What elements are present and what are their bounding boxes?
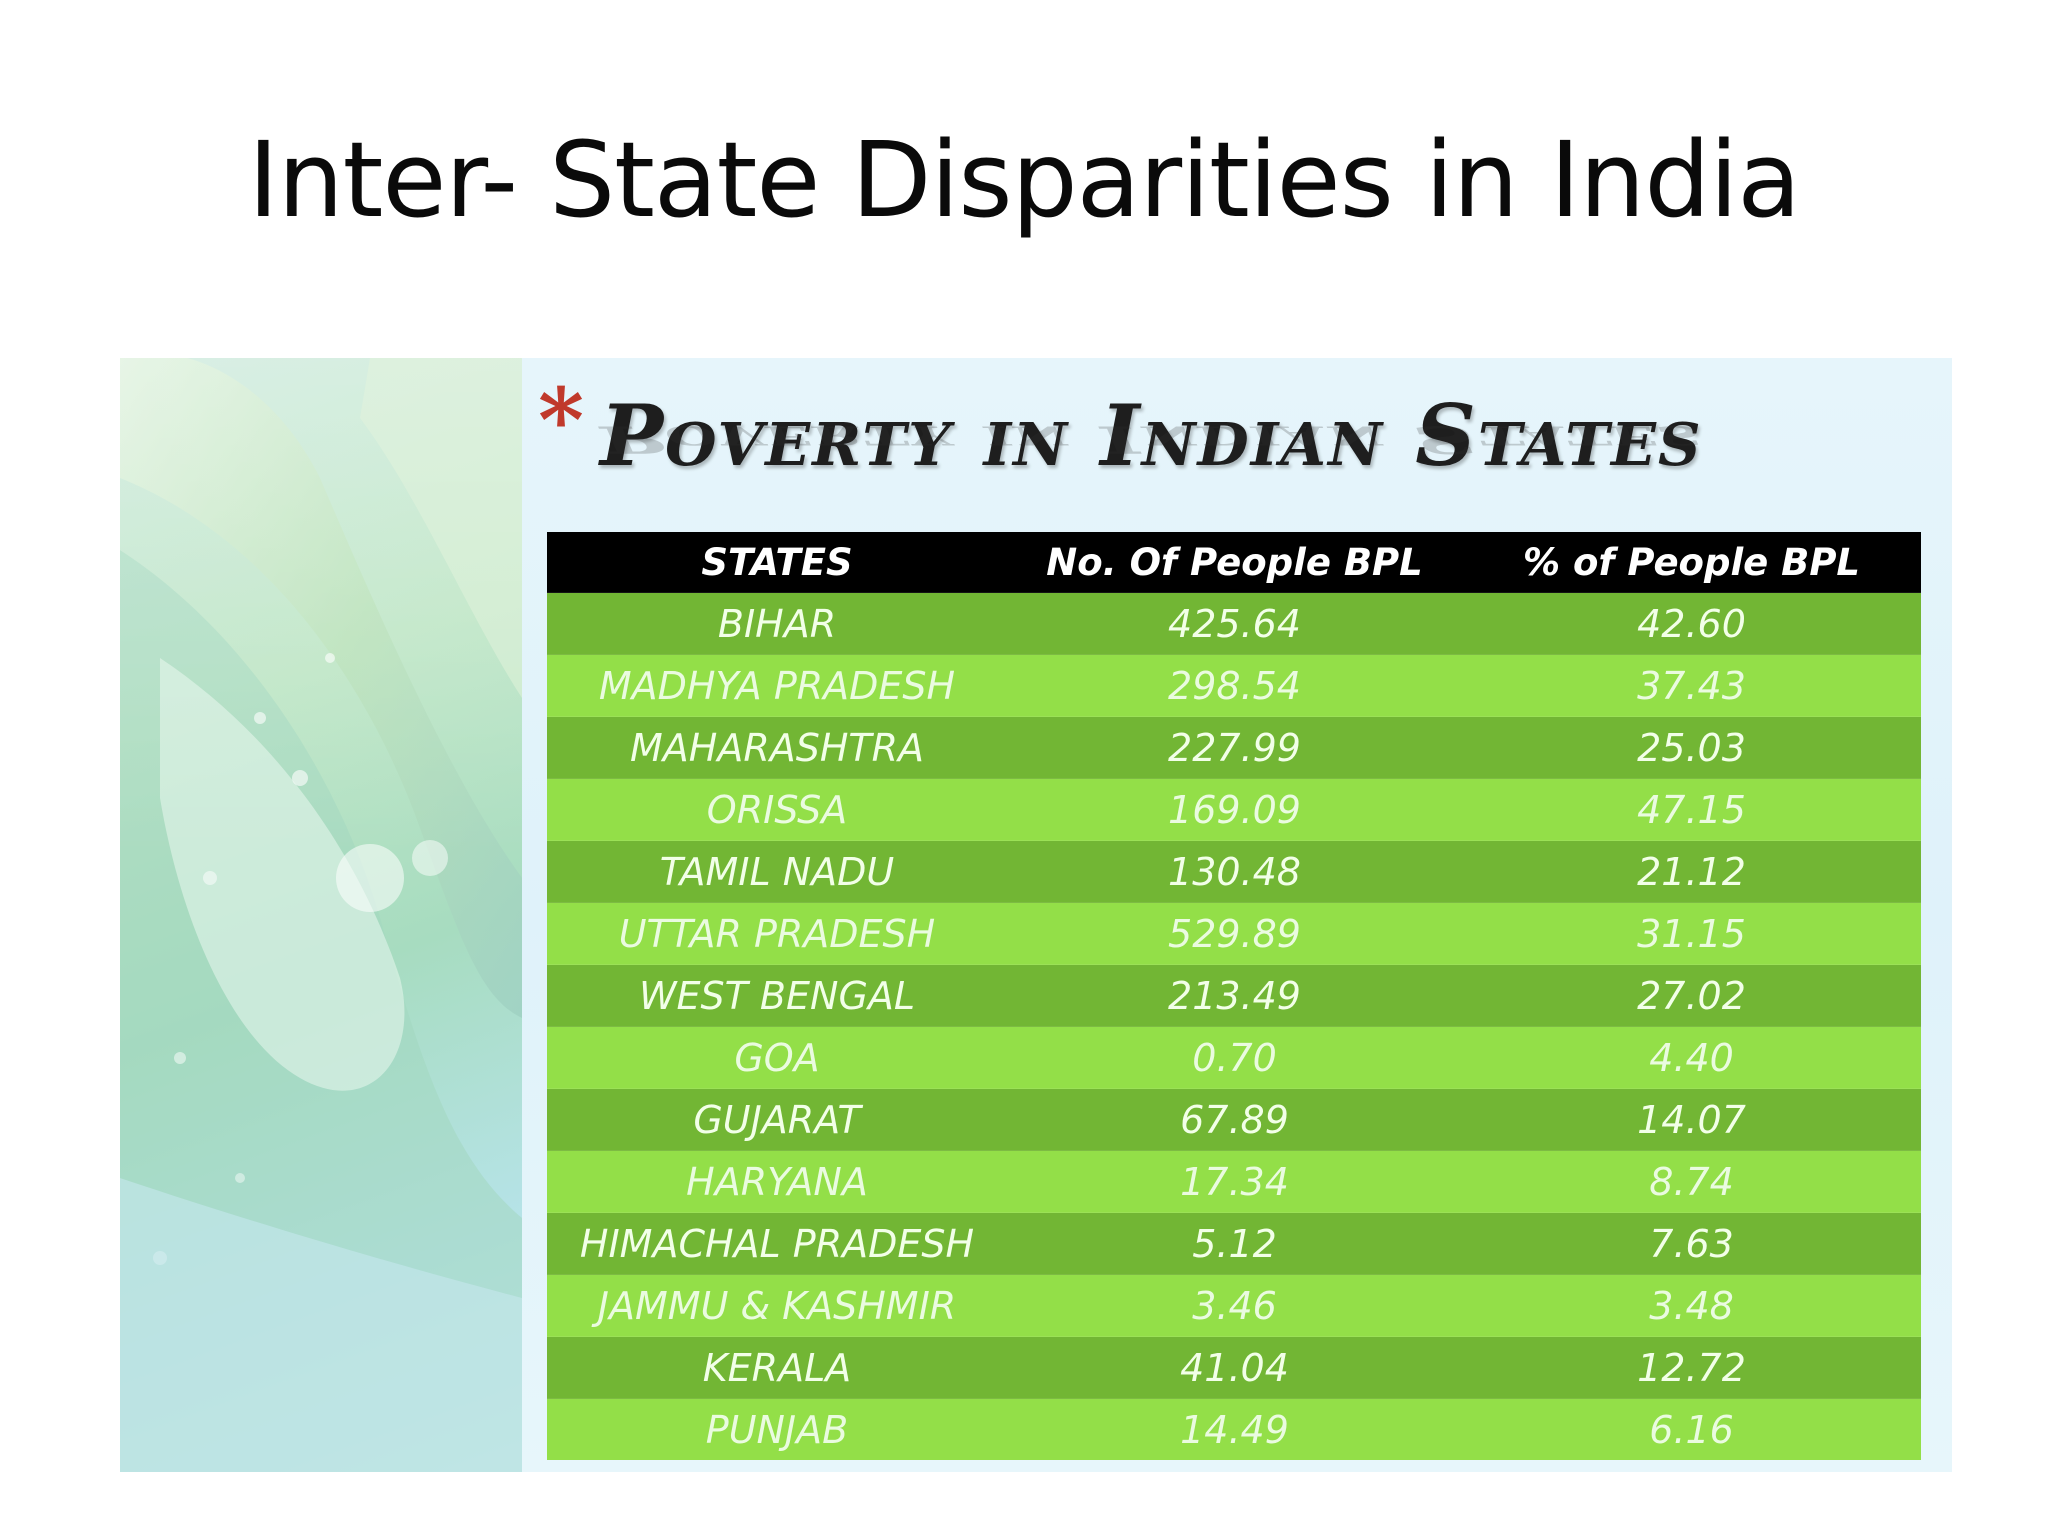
people-bpl-cell: 5.12	[1007, 1212, 1462, 1275]
percent-bpl-cell: 6.16	[1462, 1398, 1921, 1460]
state-cell: GOA	[547, 1026, 1007, 1089]
table-row: MAHARASHTRA 227.99 25.03	[547, 716, 1921, 779]
state-cell: JAMMU & KASHMIR	[547, 1274, 1007, 1337]
table-row: WEST BENGAL 213.49 27.02	[547, 964, 1921, 1027]
people-bpl-cell: 298.54	[1007, 654, 1462, 717]
people-bpl-cell: 529.89	[1007, 902, 1462, 965]
state-cell: ORISSA	[547, 778, 1007, 841]
table-row: UTTAR PRADESH 529.89 31.15	[547, 902, 1921, 965]
state-cell: BIHAR	[547, 592, 1007, 655]
people-bpl-cell: 0.70	[1007, 1026, 1462, 1089]
header-percent-bpl: % of People BPL	[1462, 532, 1921, 593]
percent-bpl-cell: 7.63	[1462, 1212, 1921, 1275]
table-row: JAMMU & KASHMIR 3.46 3.48	[547, 1274, 1921, 1337]
header-states: STATES	[547, 532, 1007, 593]
state-cell: UTTAR PRADESH	[547, 902, 1007, 965]
table-row: PUNJAB 14.49 6.16	[547, 1398, 1921, 1460]
table-row: ORISSA 169.09 47.15	[547, 778, 1921, 841]
state-cell: MAHARASHTRA	[547, 716, 1007, 779]
people-bpl-cell: 3.46	[1007, 1274, 1462, 1337]
people-bpl-cell: 169.09	[1007, 778, 1462, 841]
table-row: TAMIL NADU 130.48 21.12	[547, 840, 1921, 903]
percent-bpl-cell: 3.48	[1462, 1274, 1921, 1337]
people-bpl-cell: 425.64	[1007, 592, 1462, 655]
state-cell: MADHYA PRADESH	[547, 654, 1007, 717]
poverty-table-image: * Poverty in Indian States Poverty in In…	[120, 358, 1952, 1472]
asterisk-icon: *	[538, 368, 585, 472]
state-cell: PUNJAB	[547, 1398, 1007, 1460]
people-bpl-cell: 17.34	[1007, 1150, 1462, 1213]
percent-bpl-cell: 8.74	[1462, 1150, 1921, 1213]
table-row: MADHYA PRADESH 298.54 37.43	[547, 654, 1921, 717]
people-bpl-cell: 14.49	[1007, 1398, 1462, 1460]
state-cell: KERALA	[547, 1336, 1007, 1399]
percent-bpl-cell: 14.07	[1462, 1088, 1921, 1151]
slide-title: Inter- State Disparities in India	[248, 119, 1801, 241]
percent-bpl-cell: 12.72	[1462, 1336, 1921, 1399]
percent-bpl-cell: 42.60	[1462, 592, 1921, 655]
table-row: HIMACHAL PRADESH 5.12 7.63	[547, 1212, 1921, 1275]
table-heading-text: Poverty in Indian States	[600, 386, 1703, 485]
state-cell: TAMIL NADU	[547, 840, 1007, 903]
people-bpl-cell: 41.04	[1007, 1336, 1462, 1399]
percent-bpl-cell: 31.15	[1462, 902, 1921, 965]
people-bpl-cell: 227.99	[1007, 716, 1462, 779]
table-row: KERALA 41.04 12.72	[547, 1336, 1921, 1399]
poverty-table: STATES No. Of People BPL % of People BPL…	[547, 532, 1921, 1460]
table-row: HARYANA 17.34 8.74	[547, 1150, 1921, 1213]
state-cell: WEST BENGAL	[547, 964, 1007, 1027]
table-heading-reflection: Poverty in Indian States	[600, 417, 1703, 462]
people-bpl-cell: 130.48	[1007, 840, 1462, 903]
table-heading: * Poverty in Indian States Poverty in In…	[538, 368, 1952, 486]
state-cell: HIMACHAL PRADESH	[547, 1212, 1007, 1275]
percent-bpl-cell: 25.03	[1462, 716, 1921, 779]
percent-bpl-cell: 4.40	[1462, 1026, 1921, 1089]
header-people-bpl: No. Of People BPL	[1007, 532, 1462, 593]
state-cell: GUJARAT	[547, 1088, 1007, 1151]
leaf-background	[120, 358, 522, 1472]
state-cell: HARYANA	[547, 1150, 1007, 1213]
people-bpl-cell: 213.49	[1007, 964, 1462, 1027]
percent-bpl-cell: 47.15	[1462, 778, 1921, 841]
percent-bpl-cell: 37.43	[1462, 654, 1921, 717]
percent-bpl-cell: 21.12	[1462, 840, 1921, 903]
table-row: GOA 0.70 4.40	[547, 1026, 1921, 1089]
table-row: BIHAR 425.64 42.60	[547, 592, 1921, 655]
table-row: GUJARAT 67.89 14.07	[547, 1088, 1921, 1151]
people-bpl-cell: 67.89	[1007, 1088, 1462, 1151]
percent-bpl-cell: 27.02	[1462, 964, 1921, 1027]
table-header-row: STATES No. Of People BPL % of People BPL	[547, 532, 1921, 593]
leaf-icon	[120, 358, 522, 1472]
